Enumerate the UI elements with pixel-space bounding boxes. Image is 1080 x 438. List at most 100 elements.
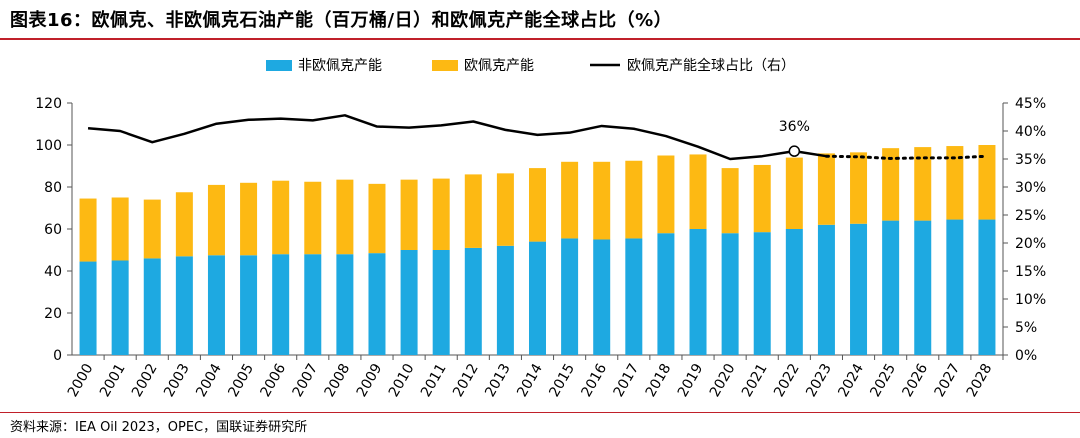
bar-non-opec [657, 233, 675, 355]
x-tick-label: 2003 [161, 361, 193, 400]
bar-non-opec [529, 241, 546, 355]
bar-opec [496, 173, 514, 246]
x-tick-label: 2021 [739, 361, 771, 400]
bar-non-opec [79, 261, 97, 355]
bar-opec [240, 182, 258, 256]
bar-non-opec [368, 253, 386, 355]
x-tick-label: 2025 [867, 361, 899, 400]
bar-non-opec [272, 254, 290, 355]
bar-non-opec [240, 255, 258, 355]
y-right-tick-label: 45% [1015, 96, 1046, 112]
annotation-marker [788, 145, 801, 157]
bar-opec [721, 168, 739, 234]
legend-label-non-opec: 非欧佩克产能 [298, 58, 382, 74]
bars [79, 145, 996, 355]
x-tick-label: 2013 [482, 361, 514, 400]
x-tick-label: 2001 [97, 361, 129, 400]
y-left-tick-label: 60 [44, 222, 62, 238]
x-tick-label: 2020 [707, 361, 739, 400]
y-right-tick-label: 10% [1015, 292, 1046, 308]
bar-non-opec [336, 254, 354, 355]
y-left-tick-label: 40 [44, 264, 62, 280]
bar-non-opec [785, 229, 803, 355]
bar-opec [111, 197, 129, 261]
x-tick-label: 2019 [675, 361, 707, 400]
bar-non-opec [753, 232, 771, 355]
bar-opec [561, 161, 579, 239]
bar-opec [304, 181, 322, 255]
x-tick-label: 2027 [932, 361, 964, 400]
y-left-tick-label: 20 [44, 306, 62, 322]
bar-opec [368, 183, 386, 254]
bar-non-opec [207, 255, 225, 355]
bar-non-opec [978, 219, 996, 355]
bar-opec [914, 147, 932, 221]
y-left-tick-label: 120 [35, 96, 62, 112]
title-divider [0, 38, 1080, 40]
x-tick-label: 2014 [514, 361, 546, 400]
bar-opec [143, 199, 161, 259]
y-left-tick-label: 0 [53, 348, 62, 364]
bar-opec [978, 145, 996, 220]
x-tick-label: 2023 [803, 361, 835, 400]
source-note: 资料来源：IEA Oil 2023，OPEC，国联证券研究所 [10, 420, 308, 435]
x-tick-label: 2017 [611, 361, 643, 400]
bar-opec [400, 179, 418, 250]
x-tick-label: 2026 [900, 361, 932, 400]
legend: 非欧佩克产能 欧佩克产能 欧佩克产能全球占比（右） [266, 57, 795, 74]
bar-opec [529, 168, 546, 242]
chart-title: 图表16：欧佩克、非欧佩克石油产能（百万桶/日）和欧佩克产能全球占比（%） [10, 10, 673, 31]
share-line-forecast [824, 154, 989, 160]
x-tick-label: 2012 [450, 361, 482, 400]
bar-non-opec [593, 239, 611, 355]
bar-opec [207, 184, 225, 256]
annotation-label: 36% [779, 119, 810, 135]
y-right-tick-label: 20% [1015, 236, 1046, 252]
bar-opec [625, 160, 643, 239]
bar-non-opec [143, 258, 161, 355]
y-right-tick-label: 0% [1015, 348, 1037, 364]
y-left-tick-label: 80 [44, 180, 62, 196]
x-tick-label: 2000 [65, 361, 97, 400]
share-line-historical [87, 114, 827, 161]
bar-non-opec [689, 229, 707, 355]
bar-non-opec [111, 260, 129, 355]
x-tick-label: 2005 [225, 361, 257, 400]
x-tick-label: 2010 [386, 361, 418, 400]
x-tick-label: 2006 [257, 361, 289, 400]
bar-non-opec [561, 238, 579, 355]
bar-opec [946, 146, 964, 220]
x-tick-label: 2011 [418, 361, 450, 400]
x-axis-labels: 2000 2001 2002 2003 2004 2005 2006 2007 2008 2009… [65, 361, 996, 400]
legend-swatch-opec [432, 60, 458, 71]
x-tick-label: 2009 [354, 361, 386, 400]
bar-opec [175, 192, 193, 257]
y-right-tick-label: 15% [1015, 264, 1046, 280]
y-right-tick-label: 25% [1015, 208, 1046, 224]
x-tick-label: 2028 [964, 361, 996, 400]
bar-non-opec [721, 233, 739, 355]
x-tick-label: 2007 [290, 361, 322, 400]
bar-opec [336, 179, 354, 255]
bar-non-opec [464, 247, 482, 355]
x-tick-label: 2016 [578, 361, 610, 400]
y-right-tick-label: 5% [1015, 320, 1037, 336]
x-tick-label: 2018 [643, 361, 675, 400]
bar-opec [882, 148, 900, 221]
bar-non-opec [946, 219, 964, 355]
bar-non-opec [432, 250, 450, 355]
bar-non-opec [882, 220, 900, 355]
bar-opec [817, 153, 835, 225]
share-line-group: 36% [87, 114, 989, 161]
bar-opec [785, 157, 803, 229]
bar-opec [272, 180, 290, 255]
bar-opec [432, 178, 450, 250]
bar-opec [593, 161, 611, 240]
bar-non-opec [914, 220, 932, 355]
bar-opec [464, 174, 482, 248]
bar-opec [753, 164, 771, 233]
y-right-tick-label: 30% [1015, 180, 1046, 196]
x-tick-label: 2022 [771, 361, 803, 400]
bar-non-opec [625, 238, 643, 355]
